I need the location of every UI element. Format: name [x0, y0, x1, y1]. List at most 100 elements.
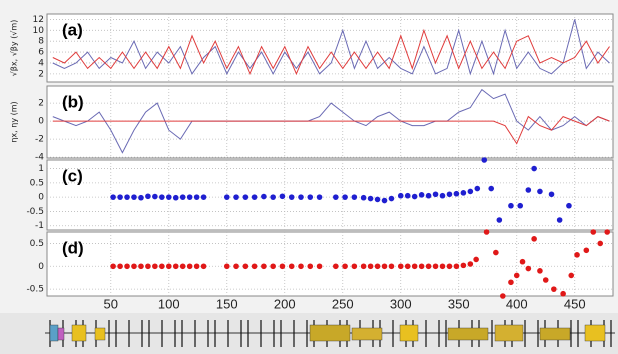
point — [110, 194, 116, 200]
point — [460, 190, 467, 196]
x-tick-label: 50 — [104, 296, 118, 311]
point — [279, 263, 286, 270]
point — [397, 263, 404, 270]
point — [500, 293, 506, 299]
point — [298, 263, 304, 270]
point — [131, 194, 137, 200]
point — [242, 194, 249, 200]
point — [488, 185, 495, 192]
point — [233, 263, 239, 270]
point — [307, 263, 314, 270]
x-tick-label: 400 — [506, 296, 528, 311]
lattice-element — [447, 327, 489, 341]
lattice-element — [494, 324, 524, 342]
point — [165, 263, 172, 270]
point — [397, 192, 404, 199]
point — [432, 263, 439, 270]
point — [537, 188, 543, 195]
point — [411, 263, 418, 270]
point — [381, 263, 388, 270]
point — [542, 277, 549, 283]
point — [351, 263, 358, 270]
point — [172, 263, 179, 270]
point — [145, 263, 151, 270]
y-tick-label: -0.5 — [26, 285, 44, 295]
point — [342, 194, 348, 200]
point — [179, 194, 186, 200]
point — [551, 286, 557, 292]
point — [261, 193, 267, 200]
point — [145, 193, 151, 200]
point — [525, 187, 532, 193]
point — [124, 194, 130, 200]
x-tick-label: 250 — [332, 296, 354, 311]
point — [531, 236, 537, 242]
y-tick-label: 12 — [33, 15, 44, 25]
point — [117, 263, 123, 270]
point — [597, 240, 604, 247]
lattice-element — [399, 324, 419, 342]
point — [332, 194, 339, 200]
point — [332, 263, 339, 270]
y-tick-label: 10 — [33, 26, 45, 36]
point — [270, 194, 276, 200]
y-tick-label: 2 — [38, 99, 44, 109]
point — [288, 263, 295, 270]
point — [439, 263, 446, 270]
point — [568, 272, 575, 279]
point — [388, 263, 395, 270]
point — [200, 194, 207, 200]
point — [425, 263, 432, 270]
line — [52, 88, 610, 154]
y-tick-label: -4 — [35, 153, 44, 163]
point — [381, 197, 388, 204]
point — [418, 192, 425, 198]
y-tick-label: 0.5 — [30, 239, 44, 249]
point — [159, 194, 165, 200]
lattice-element — [584, 324, 606, 342]
point — [367, 195, 374, 202]
point — [165, 194, 172, 200]
point — [351, 194, 358, 200]
lattice-element — [309, 324, 351, 342]
point — [138, 263, 144, 270]
point — [517, 202, 524, 209]
point — [152, 193, 158, 200]
point — [360, 194, 367, 201]
point — [508, 279, 514, 286]
point — [473, 256, 479, 263]
y-axis-label: ηx, ηy (m) — [10, 101, 19, 142]
point — [360, 263, 367, 270]
panel — [46, 85, 614, 159]
y-tick-label: -0.5 — [26, 207, 44, 217]
y-tick-label: -1 — [35, 221, 44, 231]
x-tick-label: 200 — [274, 296, 296, 311]
lattice-element — [71, 324, 87, 342]
point — [537, 268, 543, 274]
x-tick-label: 350 — [448, 296, 470, 311]
point — [124, 263, 130, 270]
point — [604, 229, 611, 235]
point — [560, 290, 566, 297]
lattice — [49, 320, 612, 347]
point — [411, 193, 418, 200]
point — [556, 217, 563, 223]
point — [307, 194, 314, 200]
point — [298, 194, 304, 200]
point — [474, 185, 481, 192]
point — [242, 263, 249, 270]
y-tick-label: -2 — [35, 135, 44, 145]
point — [200, 263, 207, 270]
point — [367, 263, 374, 270]
panel-label: (b) — [62, 92, 84, 111]
point — [342, 263, 348, 270]
panel-label: (c) — [62, 166, 83, 185]
line — [52, 115, 610, 145]
point — [172, 194, 179, 201]
x-tick-label: 300 — [390, 296, 412, 311]
point — [159, 263, 165, 270]
point — [453, 190, 460, 197]
point — [446, 263, 453, 270]
point — [270, 263, 276, 270]
